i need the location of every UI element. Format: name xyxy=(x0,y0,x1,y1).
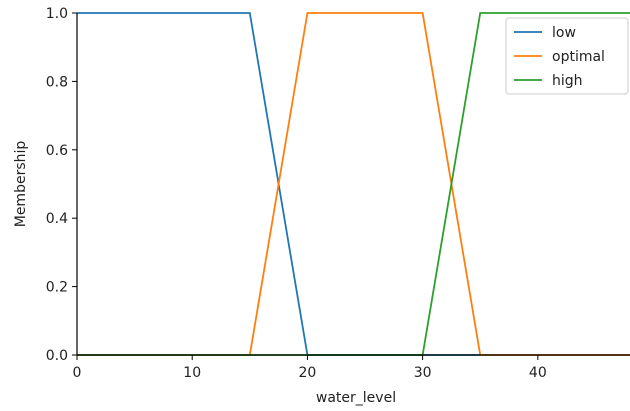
y-axis-label: Membership xyxy=(13,141,29,228)
y-tick-label: 1.0 xyxy=(46,6,68,22)
x-tick-label: 20 xyxy=(299,365,317,381)
y-ticks: 0.0 0.2 0.4 0.6 0.8 1.0 xyxy=(46,6,77,364)
y-tick-label: 0.6 xyxy=(46,143,68,159)
x-tick-label: 0 xyxy=(73,365,82,381)
y-tick-label: 0.2 xyxy=(46,280,68,296)
legend: low optimal high xyxy=(505,17,629,95)
legend-box xyxy=(505,17,629,95)
y-tick-label: 0.0 xyxy=(46,348,68,364)
x-axis-label: water_level xyxy=(316,390,396,406)
x-tick-label: 40 xyxy=(529,365,547,381)
legend-label-low: low xyxy=(552,25,576,41)
x-tick-label: 10 xyxy=(183,365,201,381)
x-ticks: 0 10 20 30 40 xyxy=(73,355,547,381)
legend-label-optimal: optimal xyxy=(552,49,605,65)
x-tick-label: 30 xyxy=(414,365,432,381)
y-tick-label: 0.8 xyxy=(46,74,68,90)
legend-label-high: high xyxy=(552,73,583,89)
y-tick-label: 0.4 xyxy=(46,211,68,227)
